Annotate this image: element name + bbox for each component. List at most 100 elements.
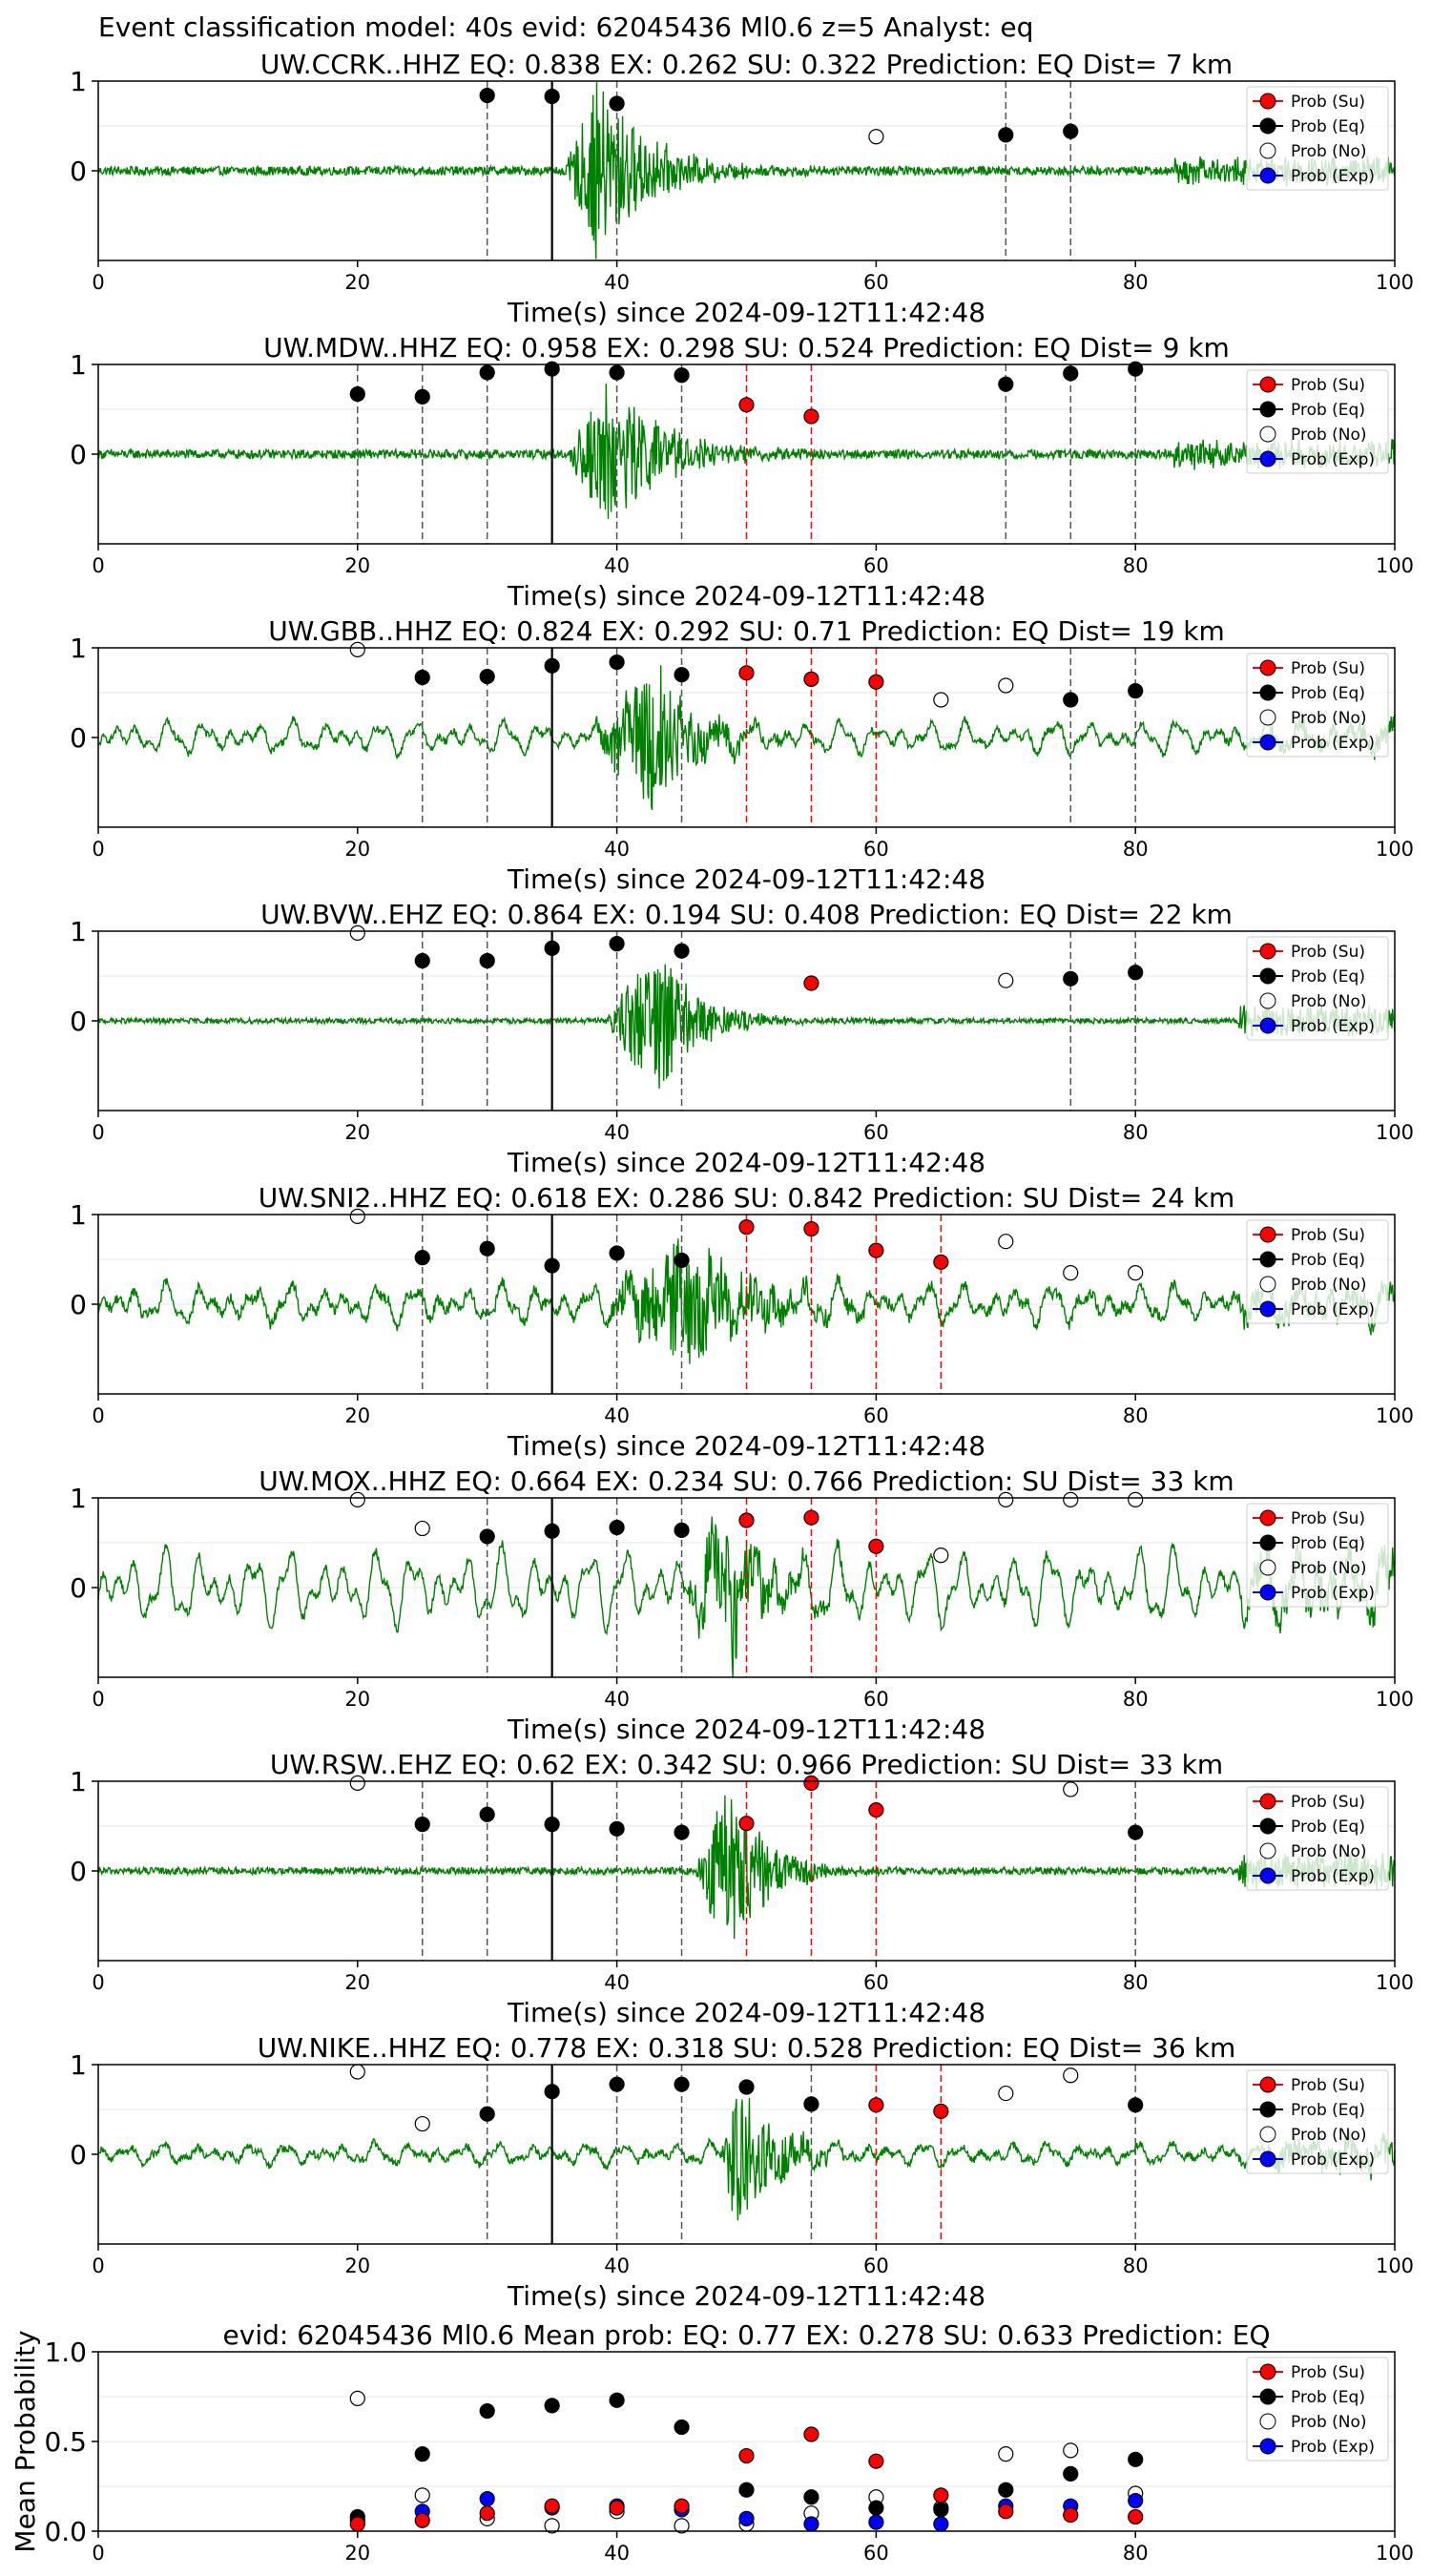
prob-eq-point [544,1257,560,1274]
x-tick-label: 20 [344,2542,370,2565]
plot-frame [97,1497,1396,1678]
x-tick-label: 100 [1376,2542,1414,2565]
legend-marker [1259,2363,1276,2380]
legend-marker [1259,1509,1276,1527]
legend-label: Prob (Exp) [1291,167,1375,186]
legend-marker [1259,2101,1276,2118]
x-tick-label: 20 [344,554,370,577]
prob-su-point [479,2505,495,2522]
prob-no-point [544,2518,560,2534]
panel-mean-probability: evid: 62045436 Ml0.6 Mean prob: EQ: 0.77… [10,2319,1414,2565]
prob-no-point [998,1234,1014,1250]
x-tick-label: 0 [92,554,104,577]
prob-eq-point [544,1523,560,1539]
panel-7: UW.RSW..EHZ EQ: 0.62 EX: 0.342 SU: 0.966… [70,1749,1414,2028]
x-tick-label: 0 [92,1688,104,1711]
legend-label: Prob (Eq) [1291,2388,1365,2407]
x-tick-label: 40 [604,838,630,861]
legend-label: Prob (Exp) [1291,2150,1375,2170]
legend-label: Prob (No) [1291,709,1367,728]
prob-eq-point [998,376,1014,392]
legend-label: Prob (Su) [1291,93,1365,112]
prob-eq-point [479,668,495,685]
prob-eq-point [1063,970,1079,987]
x-axis-label: Time(s) since 2024-09-12T11:42:48 [507,580,985,612]
prob-eq-point [544,1817,560,1833]
y-tick-label: 0 [70,1572,87,1604]
legend-marker [1259,1226,1276,1243]
prob-su-point [738,665,755,681]
x-tick-label: 100 [1376,554,1414,577]
legend-marker [1259,2076,1276,2093]
prob-su-point [803,1509,819,1526]
legend-marker [1259,943,1276,960]
legend-marker [1259,2126,1276,2143]
prob-eq-point [868,2500,884,2516]
prob-eq-point [1128,683,1144,699]
prob-eq-point [544,361,560,377]
x-tick-label: 80 [1123,1121,1149,1144]
prob-eq-point [674,2419,690,2436]
x-axis-label: Time(s) since 2024-09-12T11:42:48 [507,2280,985,2312]
legend-marker [1259,1793,1276,1810]
panel-4: UW.BVW..EHZ EQ: 0.864 EX: 0.194 SU: 0.40… [70,899,1414,1178]
prob-eq-point [1128,361,1144,377]
prob-eq-point [1128,2097,1144,2113]
legend-label: Prob (No) [1291,1842,1367,1861]
legend-label: Prob (Eq) [1291,401,1365,420]
legend-marker [1259,1276,1276,1293]
prob-no-point [349,1491,365,1507]
legend-frame [1246,1786,1389,1891]
prob-su-point [868,1538,884,1554]
prob-exp-point [738,2510,755,2526]
x-tick-label: 100 [1376,1404,1414,1427]
legend-marker [1259,734,1276,751]
x-tick-label: 0 [92,2254,104,2277]
x-tick-label: 0 [92,271,104,294]
legend-label: Prob (Su) [1291,1226,1365,1245]
x-tick-label: 60 [863,1971,889,1994]
y-tick-label: 1 [70,1766,87,1797]
prob-no-point [1063,1491,1079,1507]
prob-su-point [803,1775,819,1791]
y-tick-label: 1.0 [44,2337,87,2368]
legend-frame [1246,653,1389,758]
x-tick-label: 100 [1376,1971,1414,1994]
x-tick-label: 40 [604,554,630,577]
x-axis-label: Time(s) since 2024-09-12T11:42:48 [507,1714,985,1745]
x-tick-label: 60 [863,1404,889,1427]
prob-eq-point [933,2502,949,2518]
x-tick-label: 100 [1376,1688,1414,1711]
prob-no-point [868,129,884,145]
legend-label: Prob (Eq) [1291,1534,1365,1553]
panel-title: UW.NIKE..HHZ EQ: 0.778 EX: 0.318 SU: 0.5… [258,2032,1236,2064]
prob-exp-point [479,2491,495,2507]
prob-eq-point [609,1245,625,1261]
x-tick-label: 20 [344,1971,370,1994]
y-tick-label: 1 [70,1483,87,1514]
prob-eq-point [609,2392,625,2408]
x-tick-label: 80 [1123,1404,1149,1427]
prob-eq-point [998,127,1014,143]
y-tick-label: 1 [70,349,87,381]
x-tick-label: 60 [863,2542,889,2565]
prob-su-point [803,1220,819,1237]
prob-eq-point [414,669,430,686]
panel-1: UW.CCRK..HHZ EQ: 0.838 EX: 0.262 SU: 0.3… [70,49,1414,328]
legend-label: Prob (Su) [1291,1793,1365,1812]
panel-title: UW.RSW..EHZ EQ: 0.62 EX: 0.342 SU: 0.966… [270,1749,1223,1780]
x-tick-label: 20 [344,1688,370,1711]
prob-no-point [349,924,365,941]
prob-eq-point [674,943,690,959]
prob-no-point [998,972,1014,988]
prob-eq-point [479,2402,495,2420]
plot-frame [97,80,1396,261]
legend-label: Prob (Eq) [1291,1251,1365,1270]
waveform-trace [97,2097,1396,2221]
figure-suptitle: Event classification model: 40s evid: 62… [98,11,1033,43]
x-axis-label: Time(s) since 2024-09-12T11:42:48 [507,1147,985,1178]
x-tick-label: 40 [604,1404,630,1427]
x-tick-label: 100 [1376,838,1414,861]
legend-frame [1246,369,1389,474]
y-tick-label: 1 [70,633,87,664]
